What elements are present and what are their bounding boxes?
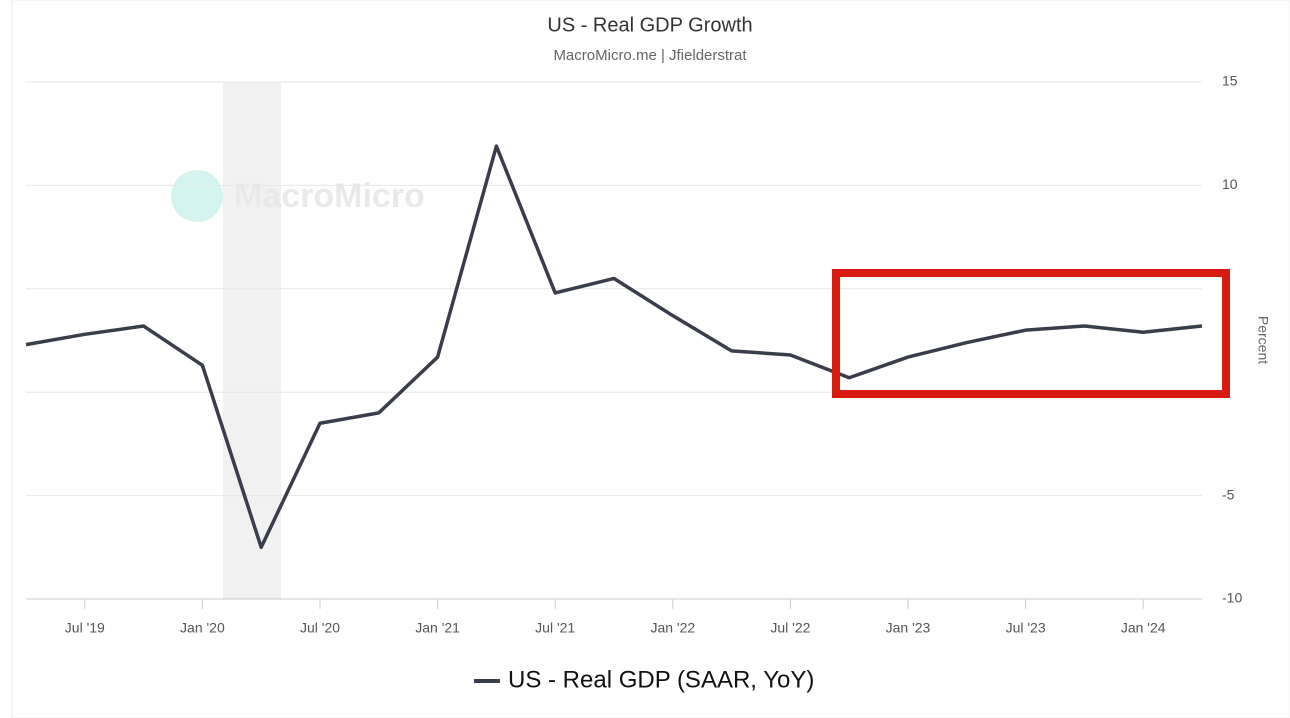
highlight-box	[832, 269, 1230, 398]
data-line	[25, 144, 1203, 550]
y-tick-label: -10	[1222, 590, 1242, 606]
chart-title: US - Real GDP Growth	[547, 14, 752, 36]
x-tick-label: Jan '24	[1121, 620, 1166, 636]
card	[11, 0, 1290, 718]
y-tick-label: 15	[1222, 73, 1238, 89]
x-tick-label: Jul '19	[65, 620, 105, 636]
x-tick-label: Jan '20	[180, 620, 225, 636]
x-tick-label: Jan '21	[415, 620, 460, 636]
chart-subtitle: MacroMicro.me | Jfielderstrat	[553, 47, 747, 64]
x-tick-label: Jan '22	[650, 620, 695, 636]
y-tick-label: 10	[1222, 176, 1238, 192]
x-tick-label: Jan '23	[886, 620, 931, 636]
watermark: MacroMicro	[234, 177, 425, 215]
y-axis-label: Percent	[1255, 316, 1271, 364]
x-tick-label: Jul '20	[300, 620, 340, 636]
y-tick-label: -5	[1222, 486, 1235, 502]
legend-label: US - Real GDP (SAAR, YoY)	[508, 666, 814, 693]
watermark-logo: MacroMicro	[171, 170, 425, 222]
x-tick-label: Jul '23	[1006, 620, 1046, 636]
x-tick-label: Jul '22	[770, 620, 810, 636]
x-tick-label: Jul '21	[535, 620, 575, 636]
recession-band	[223, 82, 281, 599]
